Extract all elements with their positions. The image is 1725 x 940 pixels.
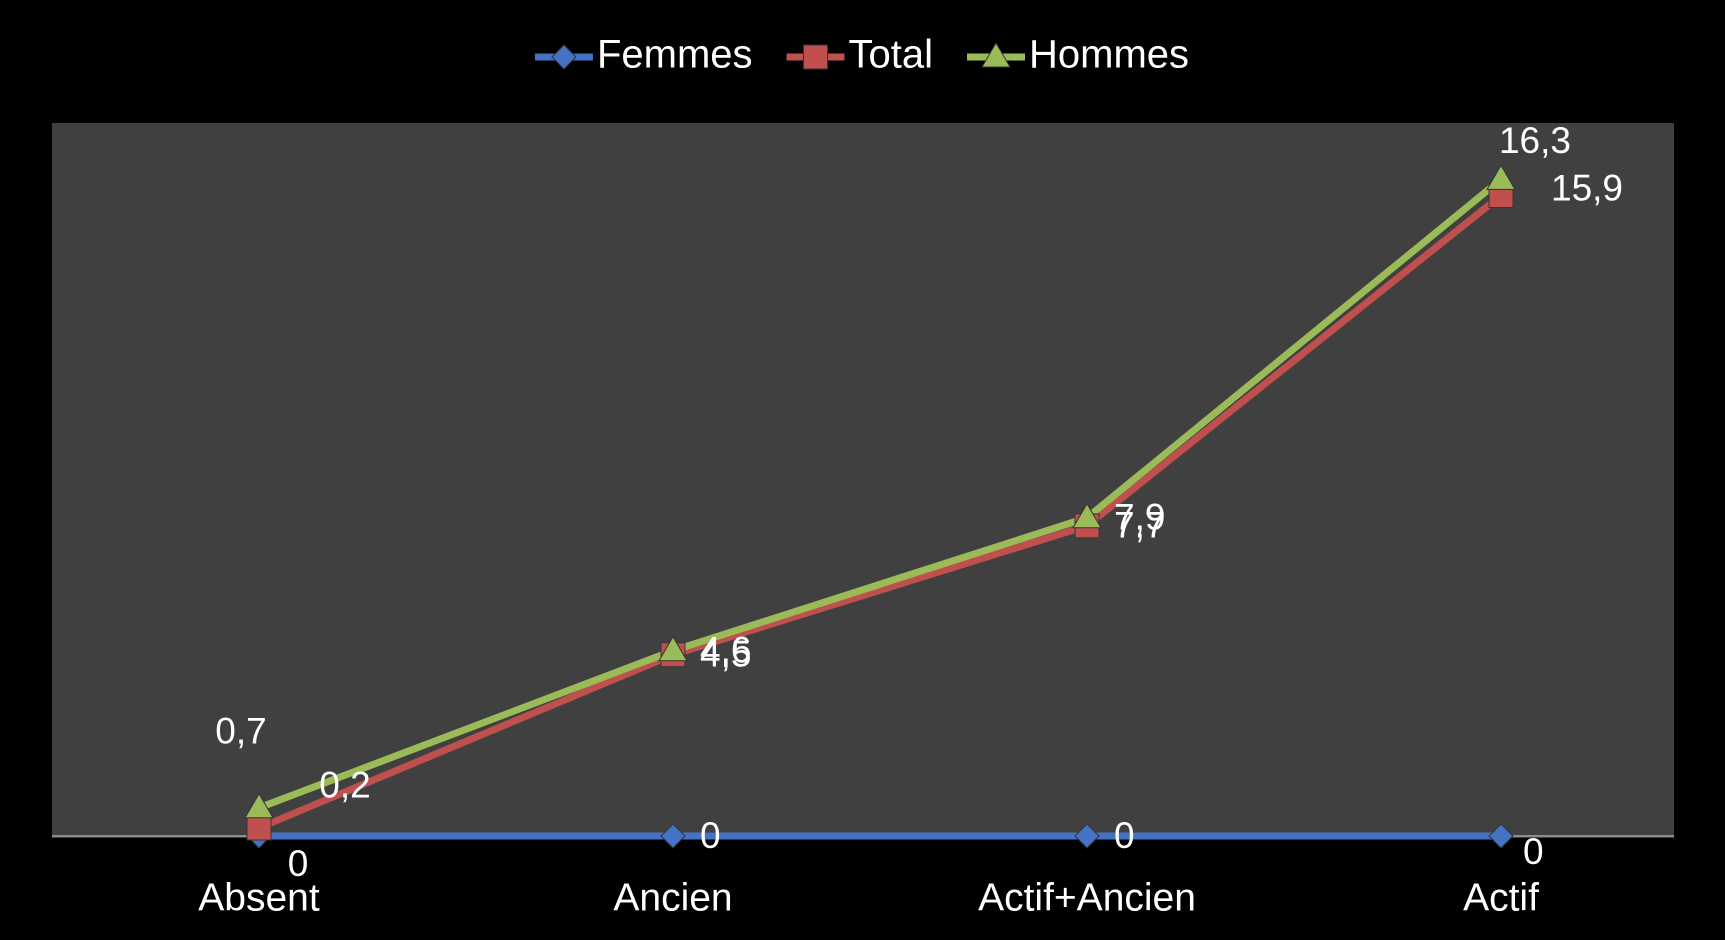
- marker-square: [246, 815, 272, 841]
- x-tick-label: Actif+Ancien: [978, 876, 1196, 919]
- data-label: 4,5: [700, 634, 751, 675]
- marker-diamond: [660, 823, 686, 849]
- marker-triangle: [1072, 502, 1102, 529]
- marker-diamond: [1488, 823, 1514, 849]
- series-line: [257, 176, 1504, 812]
- x-tick-label: Absent: [198, 876, 320, 919]
- x-tick-label: Ancien: [613, 876, 732, 919]
- series-line: [257, 192, 1504, 832]
- data-label: 0: [288, 843, 309, 884]
- marker-triangle: [981, 42, 1011, 68]
- data-label: 0,2: [319, 765, 370, 806]
- data-label: 0: [700, 815, 721, 856]
- data-label: 0: [1114, 815, 1135, 856]
- marker-triangle: [658, 635, 688, 662]
- marker-square: [803, 44, 829, 70]
- marker-diamond: [551, 44, 577, 70]
- marker-triangle: [244, 792, 274, 819]
- legend-label: Total: [849, 33, 934, 77]
- data-label: 7,7: [1114, 505, 1165, 546]
- data-label: 16,3: [1499, 120, 1571, 161]
- plot-area: [52, 123, 1674, 838]
- legend-label: Femmes: [597, 33, 753, 77]
- data-label: 0: [1523, 831, 1544, 872]
- data-label: 7,9: [1114, 497, 1165, 538]
- x-tick-label: Actif: [1463, 876, 1539, 919]
- marker-triangle: [1486, 164, 1516, 190]
- data-label: 4,6: [700, 629, 751, 670]
- marker-diamond: [1074, 823, 1100, 849]
- data-label: 0,7: [215, 711, 266, 752]
- legend-label: Hommes: [1029, 33, 1189, 77]
- data-label: 15,9: [1551, 167, 1623, 208]
